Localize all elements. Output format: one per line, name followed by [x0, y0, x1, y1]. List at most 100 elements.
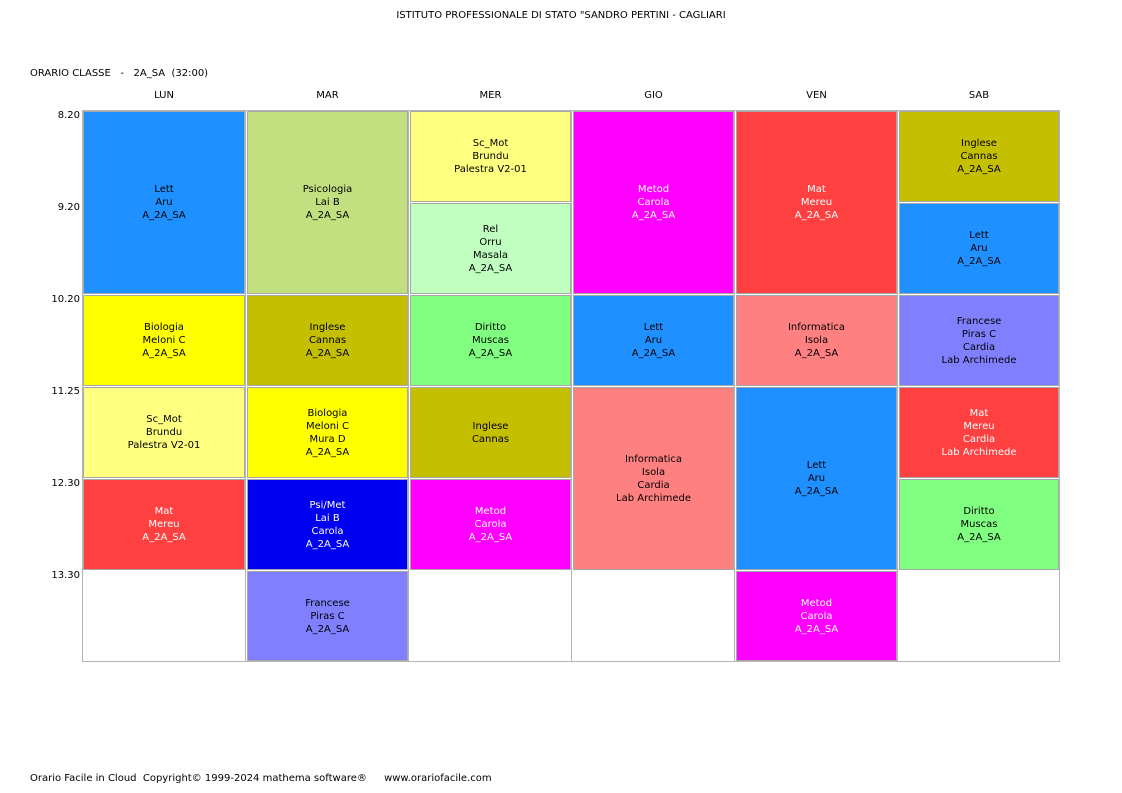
lesson-line: Brundu: [145, 427, 183, 438]
lesson-cell[interactable]: Metod Carola A_2A_SA: [573, 111, 734, 294]
day-header: SAB: [968, 90, 990, 101]
lesson-line: Biologia: [144, 322, 184, 333]
lesson-cell[interactable]: Sc_Mot Brundu Palestra V2-01: [83, 387, 245, 478]
grid-column-divider: [734, 110, 735, 662]
lesson-cell[interactable]: Psicologia Lai B A_2A_SA: [247, 111, 408, 294]
lesson-cell[interactable]: Diritto Muscas A_2A_SA: [899, 479, 1059, 570]
lesson-line: Cardia: [962, 341, 996, 353]
lesson-line: Carola: [800, 610, 833, 622]
lesson-line: Cardia: [962, 433, 996, 445]
time-label: 11.25: [51, 386, 80, 397]
day-header: GIO: [644, 90, 663, 101]
lesson-cell[interactable]: Rel Orru Masala A_2A_SA: [410, 203, 571, 294]
lesson-line: A_2A_SA: [794, 486, 839, 497]
lesson-cell[interactable]: Biologia Meloni C A_2A_SA: [83, 295, 245, 386]
lesson-line: A_2A_SA: [794, 623, 839, 635]
lesson-line: Lett: [806, 460, 827, 471]
lesson-cell[interactable]: Metod Carola A_2A_SA: [736, 571, 897, 661]
lesson-cell[interactable]: Mat Mereu A_2A_SA: [83, 479, 245, 570]
lesson-line: A_2A_SA: [305, 446, 350, 458]
lesson-cell[interactable]: Francese Piras C Cardia Lab Archimede: [899, 295, 1059, 386]
lesson-line: Isola: [641, 466, 666, 478]
lesson-line: A_2A_SA: [957, 256, 1001, 267]
lesson-line: Lett: [154, 184, 174, 195]
lesson-cell[interactable]: Inglese Cannas: [410, 387, 571, 478]
lesson-cell[interactable]: Metod Carola A_2A_SA: [410, 479, 571, 570]
lesson-line: A_2A_SA: [305, 210, 350, 221]
lesson-line: A_2A_SA: [142, 210, 186, 221]
lesson-cell[interactable]: Lett Aru A_2A_SA: [736, 387, 897, 570]
lesson-cell[interactable]: Psi/Met Lai B Carola A_2A_SA: [247, 479, 408, 570]
lesson-line: Rel: [482, 223, 499, 235]
lesson-cell[interactable]: Informatica Isola Cardia Lab Archimede: [573, 387, 734, 570]
lesson-line: Lett: [643, 322, 664, 333]
lesson-cell[interactable]: Lett Aru A_2A_SA: [573, 295, 734, 386]
footer-url[interactable]: www.orariofacile.com: [384, 773, 492, 784]
footer-copyright: Orario Facile in Cloud Copyright© 1999-2…: [30, 773, 367, 784]
lesson-line: Palestra V2-01: [127, 440, 201, 451]
lesson-line: A_2A_SA: [468, 348, 513, 359]
class-subtitle: ORARIO CLASSE - 2A_SA (32:00): [30, 68, 209, 79]
lesson-line: Diritto: [474, 322, 507, 333]
lesson-line: Diritto: [963, 506, 995, 517]
lesson-line: Psi/Met: [309, 499, 346, 511]
lesson-line: Aru: [807, 473, 826, 484]
lesson-line: Sc_Mot: [472, 138, 509, 149]
lesson-line: A_2A_SA: [468, 532, 513, 543]
time-label: 8.20: [57, 110, 80, 121]
grid-column-divider: [571, 110, 572, 662]
lesson-line: Brundu: [472, 151, 509, 162]
lesson-line: Metod: [637, 184, 670, 195]
lesson-line: Mat: [154, 506, 174, 517]
lesson-line: A_2A_SA: [142, 532, 186, 543]
school-title: ISTITUTO PROFESSIONALE DI STATO "SANDRO …: [396, 10, 726, 21]
lesson-line: Inglese: [961, 138, 997, 149]
lesson-cell[interactable]: Mat Mereu A_2A_SA: [736, 111, 897, 294]
lesson-line: Orru: [479, 236, 502, 248]
lesson-line: Cannas: [471, 433, 510, 445]
lesson-line: A_2A_SA: [305, 538, 350, 550]
lesson-cell[interactable]: Lett Aru A_2A_SA: [83, 111, 245, 294]
lesson-line: A_2A_SA: [957, 532, 1001, 543]
lesson-line: Carola: [637, 197, 670, 208]
lesson-line: Carola: [311, 525, 344, 537]
lesson-line: Aru: [970, 243, 988, 254]
lesson-cell[interactable]: Informatica Isola A_2A_SA: [736, 295, 897, 386]
lesson-line: Aru: [644, 335, 663, 346]
lesson-cell[interactable]: Mat Mereu Cardia Lab Archimede: [899, 387, 1059, 478]
lesson-line: Lett: [969, 230, 989, 241]
lesson-line: Metod: [800, 597, 833, 609]
lesson-line: Francese: [956, 315, 1002, 327]
lesson-line: A_2A_SA: [794, 210, 839, 221]
lesson-line: A_2A_SA: [305, 623, 350, 635]
day-header: MER: [479, 90, 502, 101]
lesson-cell[interactable]: Sc_Mot Brundu Palestra V2-01: [410, 111, 571, 202]
lesson-line: Psicologia: [302, 184, 353, 195]
lesson-cell[interactable]: Biologia Meloni C Mura D A_2A_SA: [247, 387, 408, 478]
lesson-line: Cannas: [308, 335, 347, 346]
lesson-cell[interactable]: Inglese Cannas A_2A_SA: [247, 295, 408, 386]
lesson-line: Francese: [305, 597, 350, 609]
lesson-line: Cardia: [637, 479, 670, 491]
lesson-cell[interactable]: Lett Aru A_2A_SA: [899, 203, 1059, 294]
lesson-line: Mat: [807, 184, 826, 195]
lesson-line: Mura D: [309, 433, 346, 445]
lesson-line: Isola: [804, 335, 829, 346]
lesson-line: A_2A_SA: [468, 262, 513, 274]
lesson-line: Inglese: [309, 322, 346, 333]
footer: Orario Facile in Cloud Copyright© 1999-2…: [30, 773, 492, 784]
grid-column-divider: [897, 110, 898, 662]
lesson-line: Muscas: [471, 335, 509, 346]
lesson-line: Mereu: [148, 519, 180, 530]
lesson-line: Lai B: [315, 512, 340, 524]
lesson-line: Cannas: [960, 151, 998, 162]
lesson-line: Metod: [474, 506, 507, 517]
day-header: LUN: [154, 90, 174, 101]
lesson-line: Carola: [474, 519, 507, 530]
lesson-line: Masala: [473, 249, 508, 261]
lesson-cell[interactable]: Inglese Cannas A_2A_SA: [899, 111, 1059, 202]
lesson-cell[interactable]: Francese Piras C A_2A_SA: [247, 571, 408, 661]
lesson-line: Mereu: [963, 420, 995, 432]
lesson-cell[interactable]: Diritto Muscas A_2A_SA: [410, 295, 571, 386]
lesson-line: Mat: [969, 407, 989, 419]
